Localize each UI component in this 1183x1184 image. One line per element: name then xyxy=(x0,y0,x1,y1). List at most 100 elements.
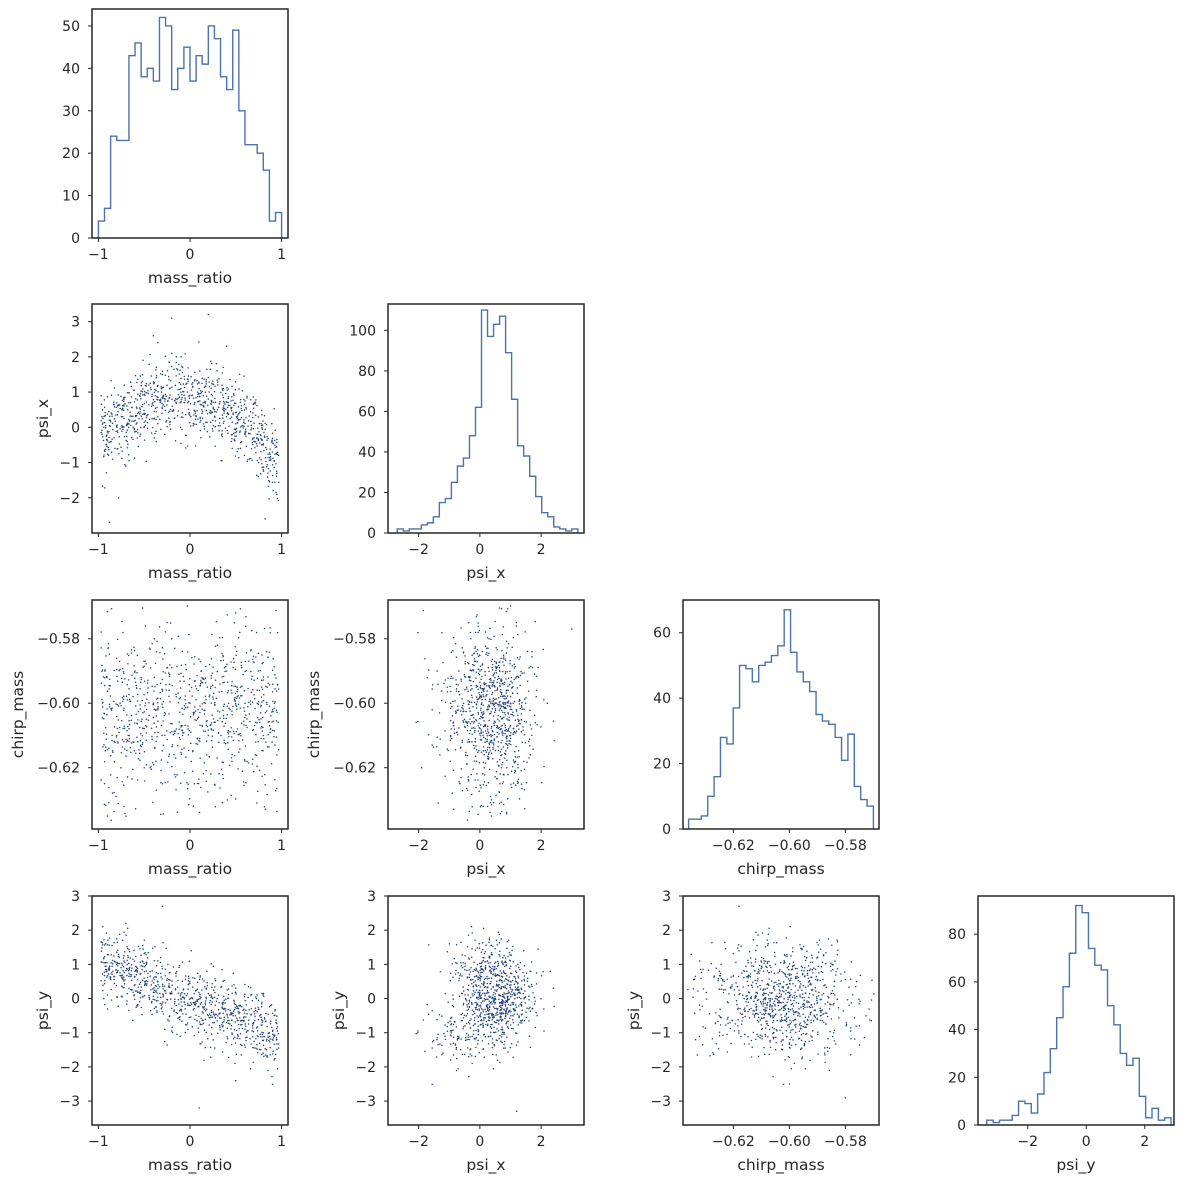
scatter-point xyxy=(124,403,126,405)
scatter-point xyxy=(490,701,492,703)
scatter-point xyxy=(161,412,163,414)
scatter-point xyxy=(473,961,475,964)
scatter-point xyxy=(511,765,514,768)
scatter-point xyxy=(252,428,255,430)
scatter-point xyxy=(188,397,191,399)
scatter-point xyxy=(167,411,170,414)
scatter-point xyxy=(490,735,492,738)
scatter-point xyxy=(482,693,485,696)
scatter-point xyxy=(108,678,111,681)
scatter-point xyxy=(503,711,506,714)
scatter-point xyxy=(524,631,526,633)
scatter-point xyxy=(133,664,135,667)
scatter-point xyxy=(184,413,187,416)
scatter-point xyxy=(252,1046,254,1049)
scatter-point xyxy=(144,660,146,662)
scatter-point xyxy=(175,975,177,977)
scatter-point xyxy=(143,966,145,968)
scatter-point xyxy=(476,685,479,688)
scatter-point xyxy=(223,1016,226,1018)
scatter-point xyxy=(255,997,258,1000)
scatter-point xyxy=(475,748,478,751)
scatter-point xyxy=(816,1017,818,1019)
scatter-point xyxy=(515,595,517,597)
scatter-point xyxy=(188,400,190,403)
scatter-point xyxy=(215,1000,218,1002)
scatter-point xyxy=(184,699,186,701)
scatter-point xyxy=(191,1026,194,1028)
scatter-point xyxy=(510,1027,513,1030)
scatter-point xyxy=(183,378,186,381)
scatter-point xyxy=(500,979,503,982)
scatter-point xyxy=(140,676,142,679)
scatter-point xyxy=(177,701,180,704)
scatter-point xyxy=(222,1029,225,1032)
scatter-point xyxy=(212,696,214,698)
scatter-point xyxy=(174,730,177,732)
scatter-point xyxy=(757,998,760,1001)
scatter-point xyxy=(519,707,522,710)
scatter-point xyxy=(249,986,252,989)
scatter-point xyxy=(138,726,141,729)
scatter-point xyxy=(267,485,269,488)
scatter-point xyxy=(503,1009,505,1011)
scatter-point xyxy=(179,687,182,689)
scatter-point xyxy=(272,489,274,492)
scatter-point xyxy=(123,954,125,957)
scatter-point xyxy=(504,658,506,660)
scatter-point xyxy=(133,741,135,743)
scatter-point xyxy=(260,1016,262,1019)
scatter-point xyxy=(251,1024,254,1027)
scatter-point xyxy=(147,972,149,975)
scatter-point xyxy=(515,677,517,679)
scatter-point xyxy=(120,767,122,769)
scatter-point xyxy=(155,410,158,413)
scatter-point xyxy=(210,403,213,405)
scatter-point xyxy=(191,657,193,659)
scatter-point xyxy=(496,725,499,728)
scatter-point xyxy=(180,753,183,755)
scatter-point xyxy=(200,392,202,394)
scatter-point xyxy=(184,1003,186,1006)
scatter-point xyxy=(478,691,480,694)
scatter-point xyxy=(232,393,235,395)
scatter-point xyxy=(274,701,276,703)
scatter-point xyxy=(517,781,519,784)
scatter-point xyxy=(260,422,262,425)
scatter-point xyxy=(115,657,118,659)
scatter-point xyxy=(243,1044,246,1046)
scatter-point xyxy=(465,721,468,724)
histogram-series xyxy=(396,309,579,533)
scatter-point xyxy=(485,977,487,980)
scatter-point xyxy=(497,1013,499,1016)
scatter-point xyxy=(250,649,252,651)
scatter-point xyxy=(513,667,516,669)
scatter-point xyxy=(497,740,500,743)
scatter-point xyxy=(478,629,481,632)
scatter-point xyxy=(493,711,496,713)
scatter-point xyxy=(152,334,155,337)
scatter-point xyxy=(233,698,236,701)
scatter-point xyxy=(266,745,269,748)
scatter-point xyxy=(169,622,172,624)
scatter-point xyxy=(501,1018,504,1021)
scatter-point xyxy=(110,819,112,821)
scatter-point xyxy=(135,968,137,971)
scatter-point xyxy=(241,1044,243,1047)
scatter-point xyxy=(188,411,191,414)
scatter-point xyxy=(518,658,520,660)
scatter-point xyxy=(436,1037,438,1039)
scatter-point xyxy=(152,402,154,404)
scatter-point xyxy=(105,443,107,446)
scatter-point xyxy=(243,375,245,377)
scatter-point xyxy=(105,968,107,971)
scatter-point xyxy=(447,1001,449,1003)
scatter-point xyxy=(149,353,151,356)
scatter-point xyxy=(101,415,103,418)
scatter-point xyxy=(466,729,469,732)
scatter-point xyxy=(498,765,500,768)
scatter-point xyxy=(161,373,164,376)
scatter-point xyxy=(474,1055,477,1058)
scatter-point xyxy=(252,412,254,414)
scatter-point xyxy=(523,733,526,736)
